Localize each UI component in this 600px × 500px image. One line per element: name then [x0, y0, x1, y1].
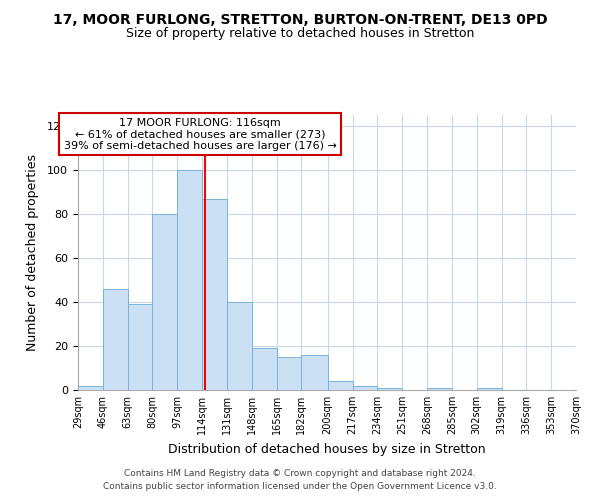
- Bar: [277, 357, 301, 390]
- Y-axis label: Number of detached properties: Number of detached properties: [26, 154, 39, 351]
- Text: Contains HM Land Registry data © Crown copyright and database right 2024.: Contains HM Land Registry data © Crown c…: [124, 468, 476, 477]
- Bar: [353, 386, 377, 390]
- Bar: [152, 214, 178, 390]
- Bar: [227, 302, 252, 390]
- Bar: [301, 355, 328, 390]
- Bar: [128, 304, 152, 390]
- Bar: [202, 198, 227, 390]
- X-axis label: Distribution of detached houses by size in Stretton: Distribution of detached houses by size …: [168, 442, 486, 456]
- Bar: [78, 386, 103, 390]
- Bar: [252, 348, 277, 390]
- Bar: [103, 289, 128, 390]
- Bar: [427, 388, 452, 390]
- Bar: [328, 381, 353, 390]
- Text: Contains public sector information licensed under the Open Government Licence v3: Contains public sector information licen…: [103, 482, 497, 491]
- Text: Size of property relative to detached houses in Stretton: Size of property relative to detached ho…: [126, 28, 474, 40]
- Bar: [377, 388, 402, 390]
- Bar: [476, 388, 502, 390]
- Text: 17, MOOR FURLONG, STRETTON, BURTON-ON-TRENT, DE13 0PD: 17, MOOR FURLONG, STRETTON, BURTON-ON-TR…: [53, 12, 547, 26]
- Bar: [178, 170, 202, 390]
- Text: 17 MOOR FURLONG: 116sqm
← 61% of detached houses are smaller (273)
39% of semi-d: 17 MOOR FURLONG: 116sqm ← 61% of detache…: [64, 118, 337, 151]
